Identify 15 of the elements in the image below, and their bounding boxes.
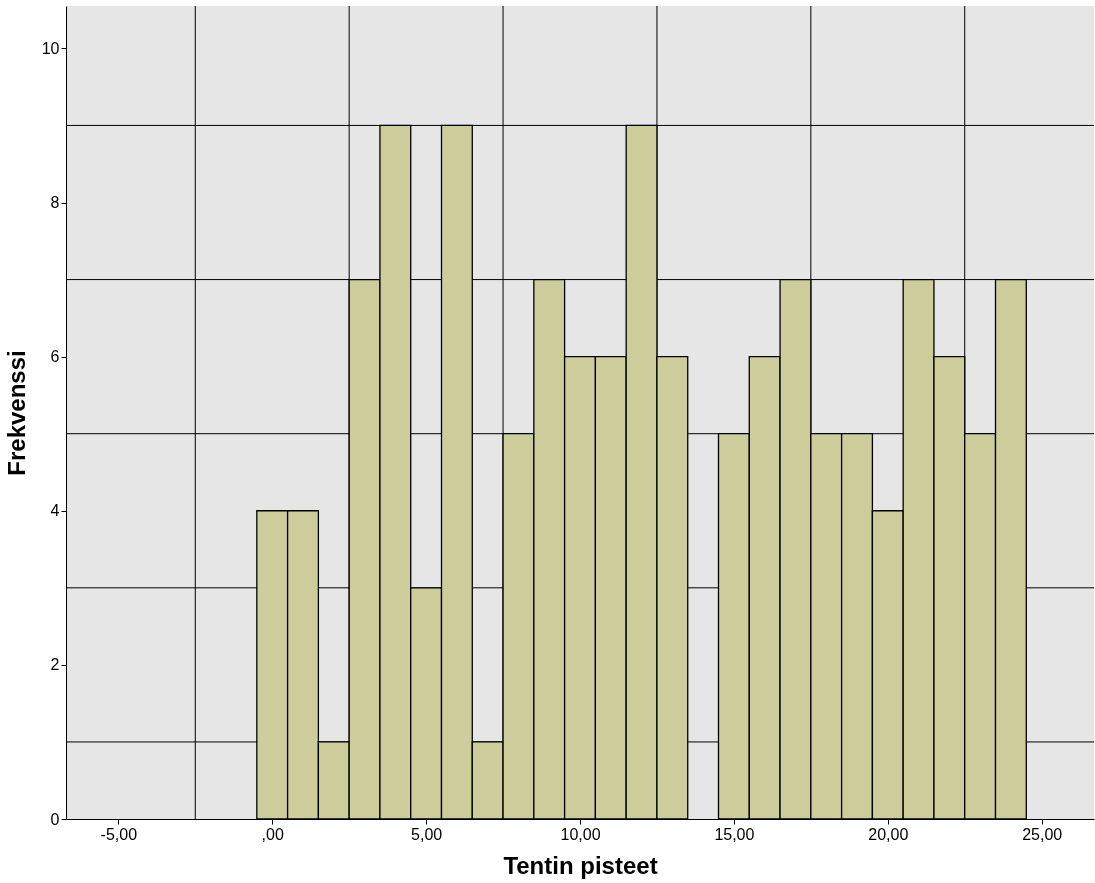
y-tick-label: 8	[50, 194, 60, 212]
x-tick-label: 25,00	[1022, 825, 1063, 843]
x-tick-label: 10,00	[560, 825, 601, 843]
y-tick-label: 6	[50, 348, 60, 366]
x-tick-label: ,00	[261, 825, 284, 843]
y-tick-label: 4	[50, 502, 60, 520]
x-axis-title: Tentin pisteet	[503, 851, 658, 879]
y-axis-title: Frekvenssi	[2, 350, 30, 476]
x-tick-label: 20,00	[868, 825, 909, 843]
x-tick-label: -5,00	[100, 825, 138, 843]
x-tick-label: 5,00	[411, 825, 443, 843]
y-tick-label: 0	[50, 810, 60, 828]
y-tick-label: 2	[50, 656, 60, 674]
x-tick-label: 15,00	[714, 825, 755, 843]
y-tick-label: 10	[41, 39, 60, 57]
